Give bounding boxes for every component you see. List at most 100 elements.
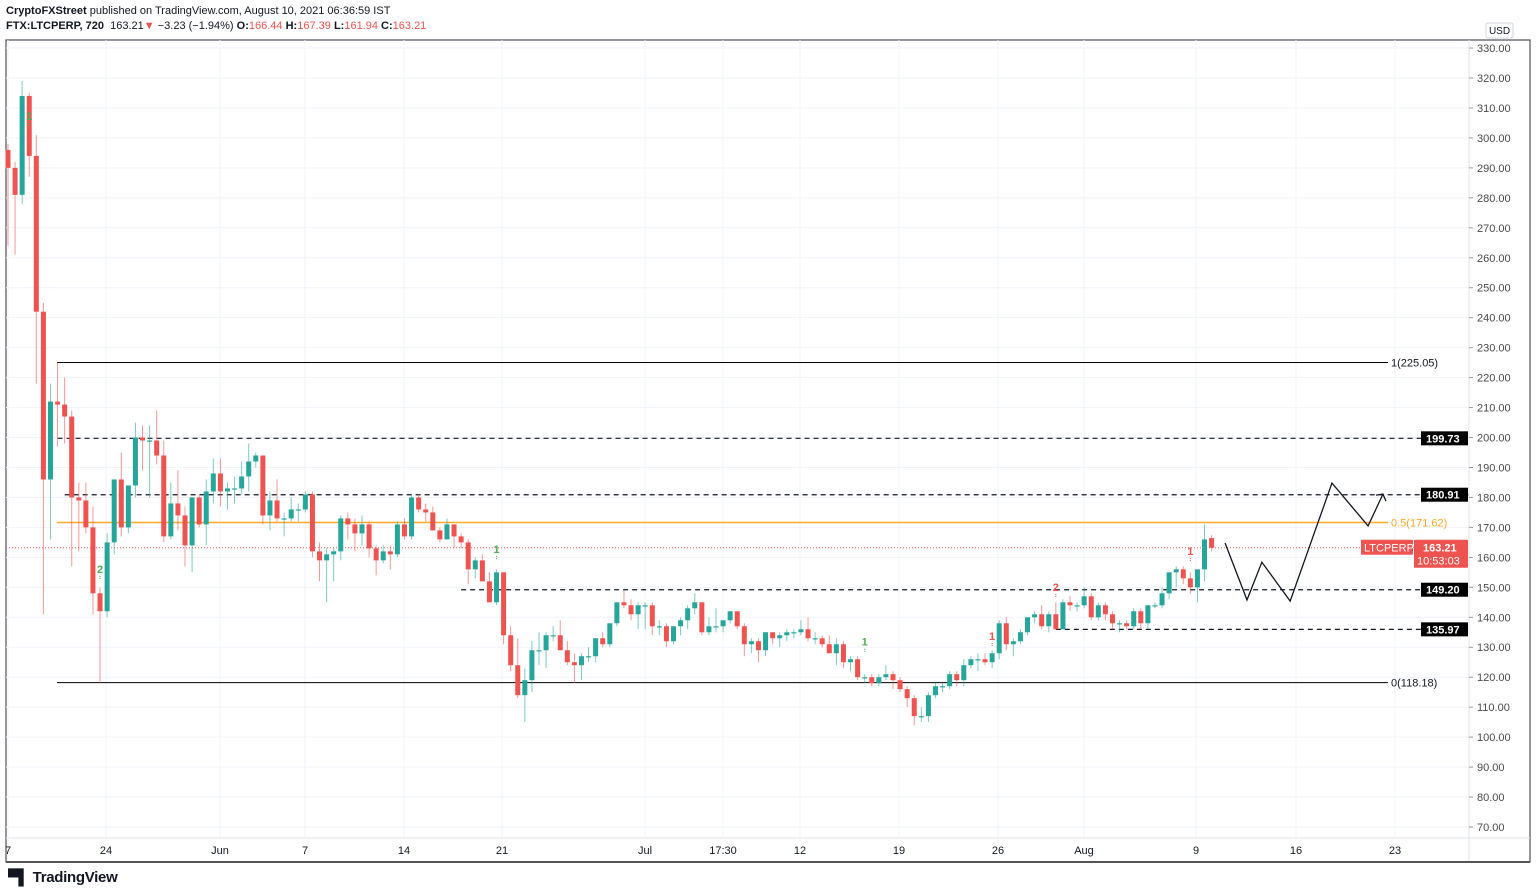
candle-down[interactable] <box>479 560 485 582</box>
candle-up[interactable] <box>656 626 662 628</box>
candle-down[interactable] <box>373 548 379 561</box>
candle-up[interactable] <box>876 677 882 684</box>
candle-down[interactable] <box>1187 578 1193 588</box>
candle-down[interactable] <box>69 416 75 498</box>
candle-up[interactable] <box>961 665 967 681</box>
candle-up[interactable] <box>168 503 174 537</box>
candle-down[interactable] <box>62 404 68 417</box>
candle-down[interactable] <box>90 527 96 594</box>
candle-down[interactable] <box>663 626 669 642</box>
candle-down[interactable] <box>649 605 655 627</box>
candle-up[interactable] <box>1081 596 1087 606</box>
candle-up[interactable] <box>338 518 344 552</box>
candle-up[interactable] <box>833 644 839 654</box>
candle-down[interactable] <box>274 500 280 519</box>
candle-down[interactable] <box>140 437 146 441</box>
candle-up[interactable] <box>1060 602 1066 630</box>
candle-down[interactable] <box>855 659 861 678</box>
candle-down[interactable] <box>154 440 160 456</box>
candle-up[interactable] <box>522 680 528 696</box>
candle-down[interactable] <box>1124 623 1130 627</box>
candle-up[interactable] <box>1117 623 1123 625</box>
candle-up[interactable] <box>642 605 648 607</box>
candle-down[interactable] <box>1209 538 1215 548</box>
candle-up[interactable] <box>996 623 1002 654</box>
candle-up[interactable] <box>1025 617 1031 633</box>
candle-up[interactable] <box>925 695 931 717</box>
candle-down[interactable] <box>734 611 740 627</box>
candle-up[interactable] <box>1017 632 1023 642</box>
candle-up[interactable] <box>578 656 584 666</box>
candle-down[interactable] <box>33 155 39 312</box>
candle-down[interactable] <box>1109 614 1115 624</box>
candle-up[interactable] <box>932 686 938 696</box>
candle-up[interactable] <box>989 653 995 663</box>
candle-up[interactable] <box>1173 569 1179 573</box>
candle-up[interactable] <box>472 560 478 570</box>
candle-down[interactable] <box>118 479 124 528</box>
publisher-name[interactable]: CryptoFXStreet <box>6 5 87 17</box>
candle-up[interactable] <box>409 497 415 537</box>
candle-up[interactable] <box>1166 572 1172 594</box>
candle-up[interactable] <box>295 509 301 511</box>
candle-up[interactable] <box>324 554 330 561</box>
candle-down[interactable] <box>1039 614 1045 627</box>
candle-up[interactable] <box>692 602 698 609</box>
candle-down[interactable] <box>628 605 634 615</box>
tradingview-logo[interactable]: ▀▌ TradingView <box>8 869 118 886</box>
candle-down[interactable] <box>911 698 917 717</box>
candle-up[interactable] <box>267 500 273 516</box>
candle-down[interactable] <box>76 497 82 501</box>
candle-down[interactable] <box>352 524 358 534</box>
candle-up[interactable] <box>1074 605 1080 607</box>
candle-down[interactable] <box>196 497 202 525</box>
candle-up[interactable] <box>586 656 592 658</box>
candle-up[interactable] <box>111 479 117 543</box>
candle-down[interactable] <box>741 626 747 645</box>
candle-up[interactable] <box>203 491 209 525</box>
candle-down[interactable] <box>423 509 429 513</box>
projection-path[interactable] <box>1224 481 1384 603</box>
candle-up[interactable] <box>848 659 854 663</box>
candle-down[interactable] <box>387 551 393 555</box>
candle-down[interactable] <box>182 515 188 546</box>
candle-down[interactable] <box>805 629 811 639</box>
candle-down[interactable] <box>12 167 18 195</box>
candle-down[interactable] <box>451 524 457 537</box>
candle-up[interactable] <box>593 638 599 657</box>
candle-down[interactable] <box>1067 602 1073 606</box>
candle-down[interactable] <box>1053 614 1059 630</box>
candle-down[interactable] <box>366 524 372 549</box>
candle-up[interactable] <box>232 488 238 490</box>
candle-down[interactable] <box>897 680 903 690</box>
candle-down[interactable] <box>904 689 910 699</box>
candle-down[interactable] <box>401 524 407 537</box>
candle-up[interactable] <box>812 638 818 640</box>
candle-up[interactable] <box>678 620 684 627</box>
candle-up[interactable] <box>224 488 230 492</box>
candle-up[interactable] <box>713 626 719 628</box>
candle-up[interactable] <box>132 437 138 486</box>
candle-down[interactable] <box>1138 611 1144 624</box>
candle-up[interactable] <box>550 635 556 637</box>
candle-up[interactable] <box>104 542 110 612</box>
candle-down[interactable] <box>309 494 315 552</box>
candle-up[interactable] <box>720 620 726 627</box>
candle-up[interactable] <box>1095 605 1101 618</box>
candle-down[interactable] <box>1003 623 1009 645</box>
candle-up[interactable] <box>494 572 500 603</box>
candle-up[interactable] <box>47 401 53 480</box>
candle-down[interactable] <box>826 644 832 654</box>
candle-up[interactable] <box>1202 539 1208 570</box>
candle-down[interactable] <box>869 677 875 684</box>
candle-up[interactable] <box>288 509 294 519</box>
candle-down[interactable] <box>465 542 471 570</box>
candle-down[interactable] <box>437 530 443 540</box>
candle-down[interactable] <box>564 650 570 663</box>
candle-up[interactable] <box>784 632 790 636</box>
candle-down[interactable] <box>508 635 514 666</box>
candle-up[interactable] <box>210 473 216 492</box>
candle-up[interactable] <box>543 635 549 651</box>
candle-up[interactable] <box>239 476 245 489</box>
